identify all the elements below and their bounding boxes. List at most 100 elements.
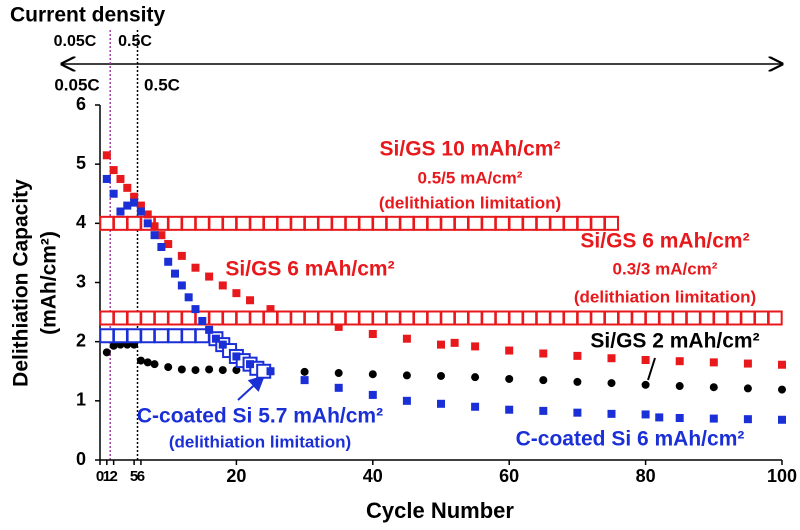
- data-point: [440, 310, 456, 326]
- data-point: [303, 310, 319, 326]
- data-point: [494, 310, 510, 326]
- data-point: [235, 310, 251, 326]
- data-point: [743, 415, 752, 424]
- data-point: [467, 215, 483, 231]
- data-point: [590, 215, 606, 231]
- data-point: [136, 207, 145, 216]
- data-point: [631, 310, 647, 326]
- data-point: [211, 334, 220, 343]
- data-point: [290, 215, 306, 231]
- x-tick-label: 40: [363, 466, 383, 486]
- data-point: [143, 210, 152, 219]
- data-point: [167, 328, 183, 344]
- y-tick-label: 6: [76, 94, 86, 114]
- data-point: [143, 358, 152, 367]
- data-point: [402, 334, 411, 343]
- data-point: [191, 366, 200, 375]
- data-point: [317, 215, 333, 231]
- x-tick-label: 6: [137, 468, 145, 485]
- data-point: [709, 414, 718, 423]
- x-tick-label: 1: [103, 468, 111, 485]
- x-axis-title: Cycle Number: [366, 498, 514, 523]
- data-point: [641, 410, 650, 419]
- data-point: [222, 310, 238, 326]
- data-point: [300, 376, 309, 385]
- data-point: [453, 310, 469, 326]
- data-point: [181, 328, 197, 344]
- data-point: [385, 310, 401, 326]
- data-point: [505, 374, 514, 383]
- data-point: [675, 413, 684, 422]
- data-point: [184, 293, 193, 302]
- data-point: [450, 338, 459, 347]
- data-point: [123, 201, 132, 210]
- data-point: [303, 215, 319, 231]
- data-point: [109, 189, 118, 198]
- data-point: [263, 310, 278, 326]
- data-point: [535, 215, 551, 231]
- data-point: [102, 174, 111, 183]
- data-point: [539, 376, 548, 385]
- data-point: [426, 310, 442, 326]
- data-point: [112, 328, 128, 344]
- data-point: [508, 215, 524, 231]
- data-point: [116, 207, 125, 216]
- data-point: [372, 310, 388, 326]
- data-point: [368, 329, 377, 338]
- data-point: [563, 215, 579, 231]
- data-point: [778, 415, 786, 424]
- data-point: [471, 342, 480, 351]
- data-point: [153, 310, 169, 326]
- data-point: [675, 357, 684, 366]
- data-point: [99, 215, 115, 231]
- data-point: [334, 322, 343, 331]
- data-point: [685, 310, 701, 326]
- data-point: [413, 310, 429, 326]
- series-label: Si/GS 10 mAh/cm²: [380, 138, 561, 161]
- data-point: [641, 380, 650, 389]
- data-point: [208, 310, 224, 326]
- data-point: [505, 405, 514, 414]
- data-point: [164, 240, 173, 249]
- data-point: [205, 272, 214, 281]
- data-point: [102, 151, 111, 160]
- data-point: [778, 360, 786, 369]
- annotation: 0.05C: [54, 75, 99, 94]
- data-point: [263, 215, 278, 231]
- data-point: [194, 215, 210, 231]
- data-point: [126, 215, 142, 231]
- y-tick-label: 2: [76, 330, 86, 350]
- series-label: Si/GS 2 mAh/cm²: [590, 330, 759, 353]
- data-point: [331, 310, 347, 326]
- data-point: [573, 408, 582, 417]
- data-point: [116, 174, 125, 183]
- data-point: [709, 383, 718, 392]
- series-label: Si/GS 6 mAh/cm²: [580, 230, 749, 253]
- data-point: [246, 296, 255, 305]
- data-point: [181, 215, 197, 231]
- data-point: [126, 328, 142, 344]
- data-point: [191, 305, 200, 314]
- x-tick-label: 5: [130, 468, 138, 485]
- data-point: [505, 346, 514, 355]
- y-axis-title: Delithiation Capacity: [10, 179, 33, 387]
- data-point: [471, 402, 480, 411]
- data-point: [331, 215, 347, 231]
- data-point: [157, 231, 166, 240]
- data-point: [218, 340, 227, 349]
- data-point: [604, 310, 619, 326]
- data-point: [467, 310, 483, 326]
- data-point: [99, 310, 115, 326]
- data-point: [402, 371, 411, 380]
- data-point: [535, 310, 551, 326]
- data-point: [102, 348, 111, 357]
- data-point: [607, 379, 616, 388]
- y-tick-label: 3: [76, 271, 86, 291]
- data-point: [778, 385, 786, 394]
- x-tick-label: 0: [96, 468, 104, 485]
- data-point: [126, 310, 142, 326]
- label-pointer: [237, 375, 265, 401]
- y-tick-label: 0: [76, 449, 86, 469]
- data-point: [358, 310, 374, 326]
